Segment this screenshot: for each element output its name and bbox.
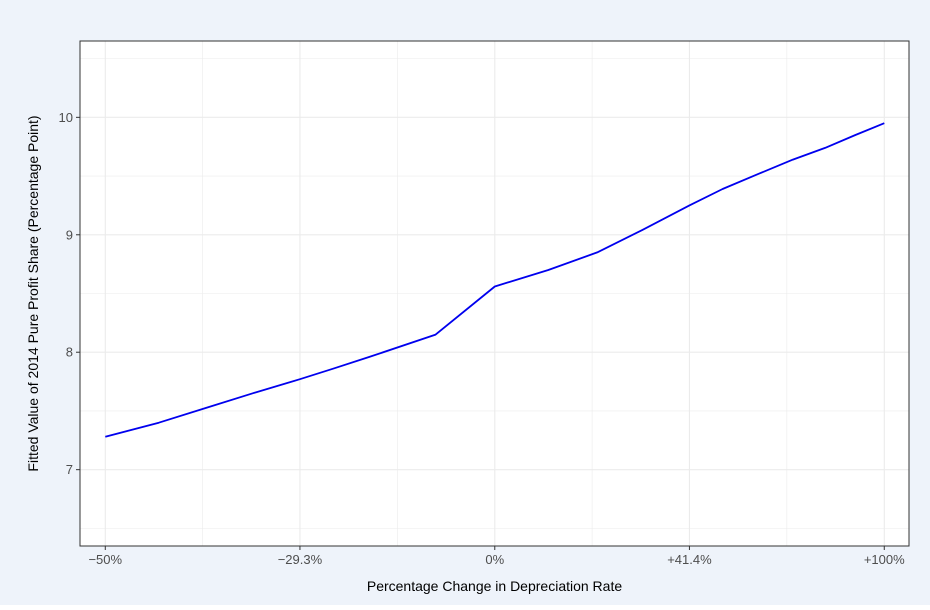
x-tick-label: +100% (864, 552, 905, 567)
x-tick-label: +41.4% (667, 552, 712, 567)
y-tick-label: 10 (59, 110, 73, 125)
y-tick-label: 8 (66, 345, 73, 360)
series-line (105, 122, 885, 438)
x-tick-label: 0% (485, 552, 504, 567)
x-tick-label: −29.3% (278, 552, 323, 567)
x-tick-label: −50% (88, 552, 122, 567)
x-axis-title: Percentage Change in Depreciation Rate (367, 578, 622, 594)
series-layer (105, 122, 885, 438)
axes: −50% −29.3% 0% +41.4% +100% 7 8 9 10 (59, 110, 906, 567)
y-tick-label: 7 (66, 462, 73, 477)
gridlines (80, 41, 909, 546)
y-tick-label: 9 (66, 227, 73, 242)
y-axis-title: Fitted Value of 2014 Pure Profit Share (… (25, 115, 41, 471)
